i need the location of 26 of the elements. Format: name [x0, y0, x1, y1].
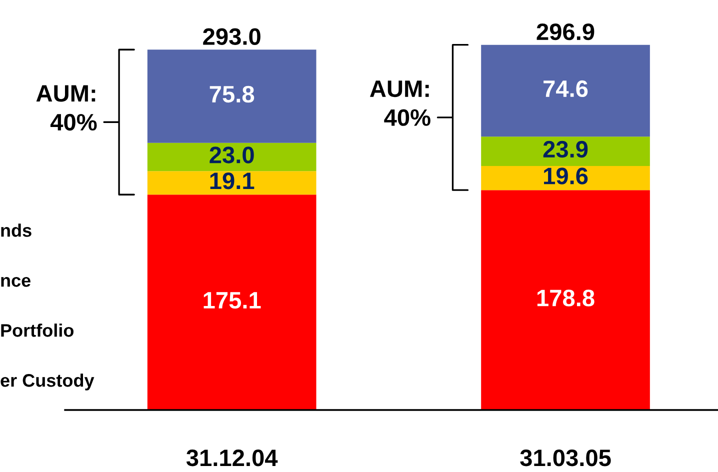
data-label: 19.1	[210, 172, 254, 190]
annotation: Portfolio	[1, 324, 74, 337]
bar	[147, 142, 316, 172]
data-label: 23.0	[210, 146, 254, 164]
total-label: 296.9	[536, 23, 594, 40]
annotation: er Custody	[0, 374, 94, 390]
data-label: 19.6	[544, 168, 588, 184]
x-tick-label: 31.03.05	[520, 450, 611, 466]
text: nds	[1, 224, 32, 237]
bar	[481, 166, 650, 190]
data-label: 178.8	[537, 290, 594, 306]
text: nce	[1, 276, 30, 287]
bar	[481, 136, 650, 166]
data-label: 74.6	[544, 80, 588, 98]
x-tick-label: 31.12.04	[186, 450, 278, 466]
total-label: 293.0	[203, 28, 260, 45]
bar	[147, 194, 316, 410]
annotation: AUM: 40%	[36, 85, 97, 131]
bar	[481, 190, 650, 410]
bar	[147, 171, 316, 195]
annotation: AUM: 40%	[370, 80, 430, 126]
data-label: 23.9	[543, 140, 588, 158]
data-label: 175.1	[204, 292, 261, 309]
bar	[147, 50, 316, 143]
bar	[481, 44, 650, 137]
data-label: 75.8	[210, 86, 254, 103]
